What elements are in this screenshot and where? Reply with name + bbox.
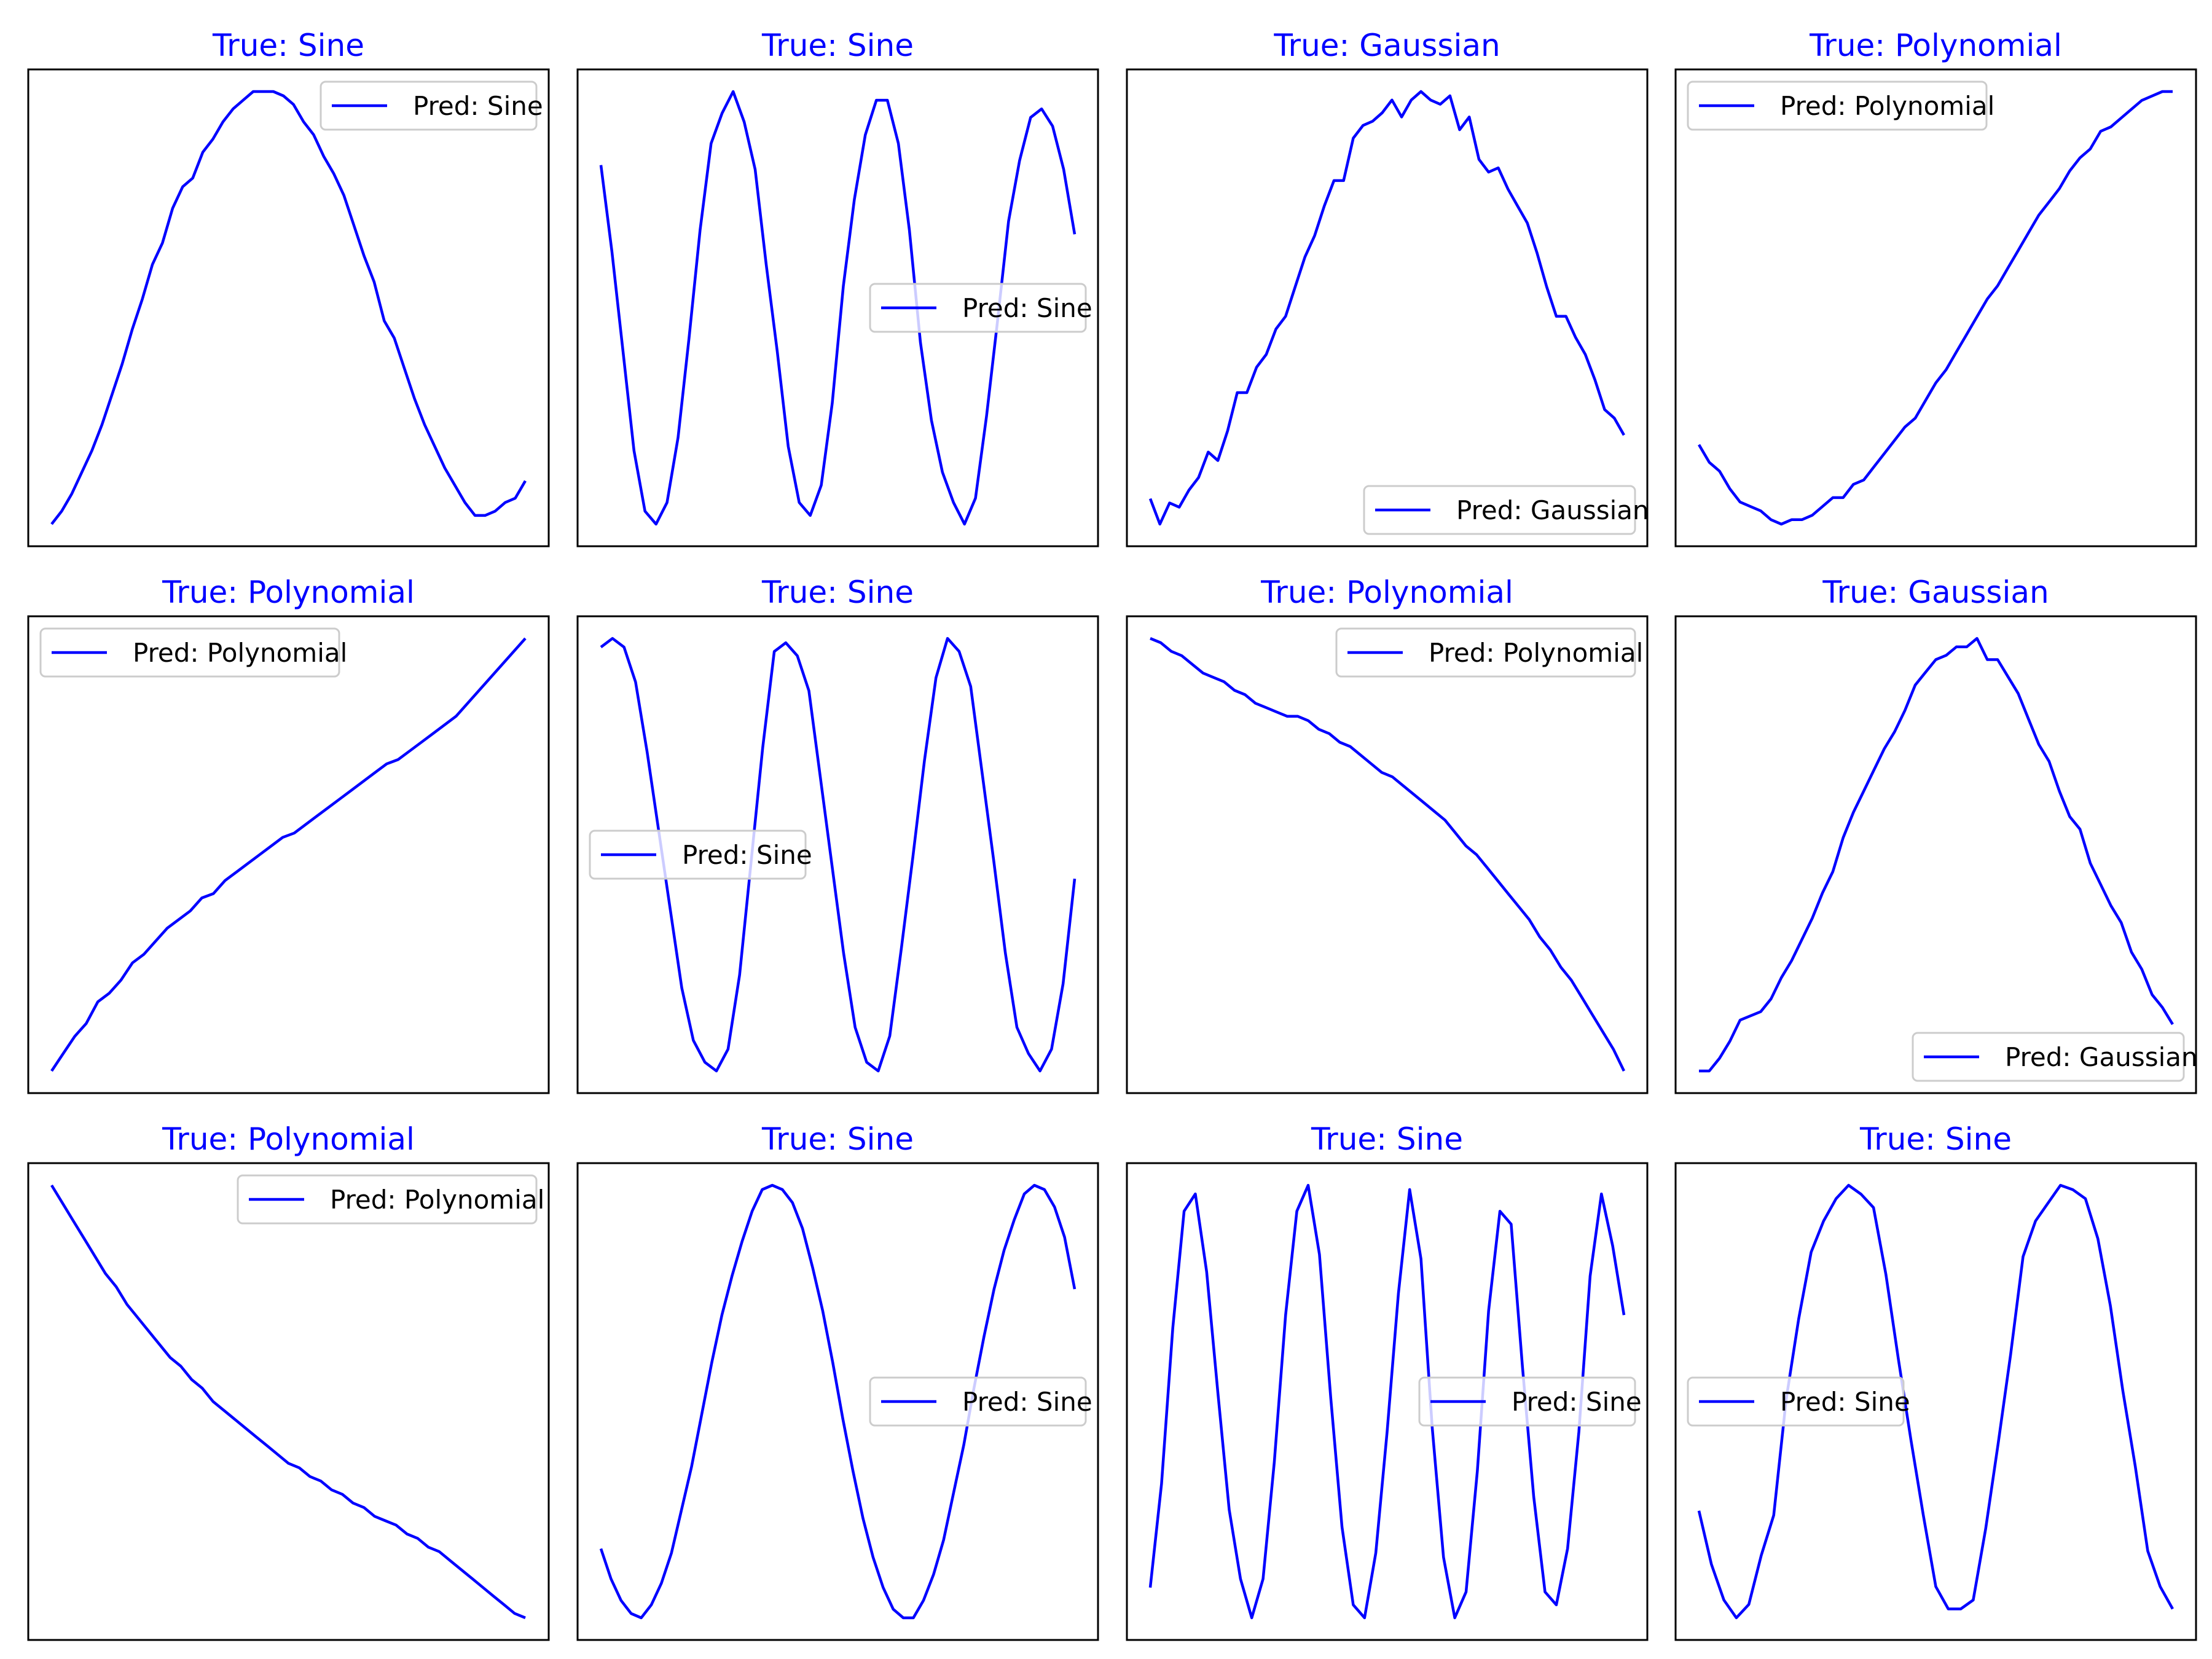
legend-label: Pred: Sine (962, 1387, 1092, 1417)
legend-box (1335, 627, 1636, 678)
subplot-title: True: Gaussian (1822, 575, 2049, 610)
subplot-title: True: Gaussian (1273, 28, 1500, 63)
subplot-title: True: Sine (761, 28, 914, 63)
subplot-title: True: Sine (1311, 1121, 1463, 1157)
legend: Pred: Gaussian (1363, 485, 1649, 535)
legend-label: Pred: Gaussian (1456, 495, 1649, 525)
series-line (1148, 90, 1625, 526)
subplot-6: True: Sine Pred: Sine (576, 575, 1099, 1094)
legend-box (869, 283, 1087, 333)
subplot-9: True: Polynomial Pred: Polynomial (27, 1121, 550, 1641)
legend-box (1912, 1032, 2185, 1082)
subplot-5: True: Polynomial Pred: Polynomial (27, 575, 550, 1094)
axes-frame (27, 615, 550, 1094)
legend-label: Pred: Sine (682, 840, 812, 870)
subplot-title: True: Polynomial (162, 575, 415, 610)
legend-box (39, 627, 340, 678)
legend-box (1687, 80, 1988, 131)
legend-label: Pred: Sine (1512, 1387, 1642, 1417)
series-line (599, 1183, 1077, 1620)
subplot-7: True: Polynomial Pred: Polynomial (1126, 575, 1649, 1094)
subplot-title: True: Polynomial (1809, 28, 2062, 63)
legend-box (237, 1174, 538, 1225)
axes-frame (27, 68, 550, 547)
axes-frame (1674, 615, 2197, 1094)
subplot-12: True: Sine Pred: Sine (1674, 1121, 2197, 1641)
legend-box (869, 1376, 1087, 1427)
series-line (1697, 1183, 2174, 1620)
subplot-title: True: Sine (1859, 1121, 2012, 1157)
legend: Pred: Sine (589, 830, 812, 880)
axes-frame (27, 1162, 550, 1641)
subplot-10: True: Sine Pred: Sine (576, 1121, 1099, 1641)
subplot-4: True: Polynomial Pred: Polynomial (1674, 28, 2197, 547)
axes-frame (1674, 1162, 2197, 1641)
legend: Pred: Polynomial (1687, 80, 1994, 131)
subplot-title: True: Sine (212, 28, 364, 63)
legend-label: Pred: Polynomial (1429, 638, 1643, 668)
legend-label: Pred: Sine (1780, 1387, 1910, 1417)
subplot-title: True: Polynomial (1260, 575, 1513, 610)
legend: Pred: Polynomial (1335, 627, 1643, 678)
legend-label: Pred: Sine (962, 293, 1092, 323)
series-line (50, 90, 527, 525)
legend-box (1363, 485, 1636, 535)
legend: Pred: Sine (869, 1376, 1092, 1427)
legend-box (589, 830, 807, 880)
series-line (599, 90, 1077, 526)
subplot-title: True: Sine (761, 1121, 914, 1157)
subplot-2: True: Sine Pred: Sine (576, 28, 1099, 547)
legend-label: Pred: Sine (413, 91, 543, 121)
subplot-3: True: Gaussian Pred: Gaussian (1126, 28, 1649, 547)
subplot-title: True: Sine (761, 575, 914, 610)
subplot-title: True: Polynomial (162, 1121, 415, 1157)
legend: Pred: Gaussian (1912, 1032, 2198, 1082)
legend: Pred: Polynomial (237, 1174, 544, 1225)
axes-frame (576, 1162, 1099, 1641)
axes-frame (1126, 68, 1649, 547)
axes-frame (1126, 1162, 1649, 1641)
series-line (1148, 1183, 1626, 1620)
axes-frame (576, 68, 1099, 547)
subplot-11: True: Sine Pred: Sine (1126, 1121, 1649, 1641)
axes-frame (1126, 615, 1649, 1094)
legend: Pred: Sine (320, 80, 543, 131)
legend-label: Pred: Polynomial (133, 638, 347, 668)
series-line (50, 1184, 526, 1620)
legend: Pred: Sine (869, 283, 1092, 333)
legend-box (320, 80, 538, 131)
subplot-8: True: Gaussian Pred: Gaussian (1674, 575, 2198, 1094)
legend-box (1687, 1376, 1905, 1427)
series-line (50, 637, 527, 1072)
axes-frame (576, 615, 1099, 1094)
legend: Pred: Polynomial (39, 627, 347, 678)
legend-box (1418, 1376, 1636, 1427)
axes-frame (1674, 68, 2197, 547)
series-line (1698, 90, 2173, 526)
series-line (1150, 637, 1626, 1072)
series-line (1699, 637, 2174, 1073)
legend-label: Pred: Polynomial (330, 1185, 544, 1215)
legend-label: Pred: Polynomial (1780, 91, 1994, 121)
legend: Pred: Sine (1418, 1376, 1642, 1427)
legend-label: Pred: Gaussian (2005, 1042, 2198, 1072)
subplot-1: True: Sine Pred: Sine (27, 28, 550, 547)
legend: Pred: Sine (1687, 1376, 1910, 1427)
series-line (600, 637, 1077, 1073)
